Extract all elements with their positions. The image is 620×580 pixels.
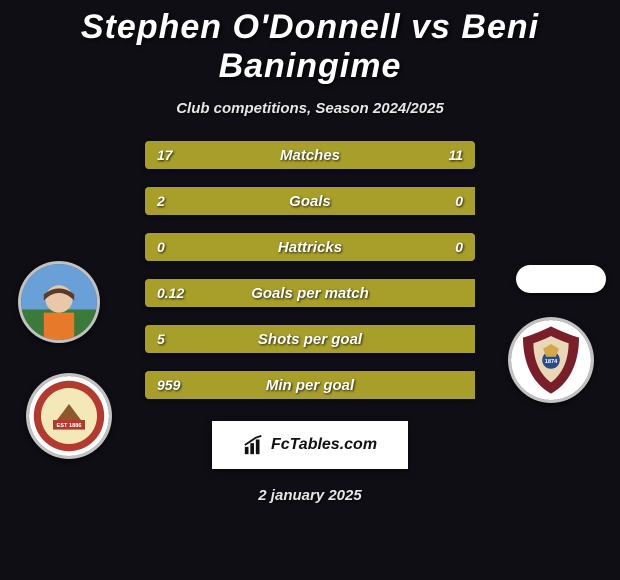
stat-value-right: 11: [448, 147, 463, 163]
stat-label: Min per goal: [266, 377, 354, 394]
stat-label: Goals per match: [251, 285, 369, 302]
subtitle: Club competitions, Season 2024/2025: [0, 100, 620, 117]
stat-row: 5 Shots per goal: [145, 325, 475, 353]
player-left-crest: EST 1886: [26, 373, 112, 459]
stat-row: 0.12 Goals per match: [145, 279, 475, 307]
stat-row: 959 Min per goal: [145, 371, 475, 399]
stat-label: Goals: [289, 193, 331, 210]
player-right-photo: [516, 265, 606, 293]
brand-chart-icon: [243, 434, 265, 456]
stat-row: 2 Goals 0: [145, 187, 475, 215]
comparison-stage: EST 1886 1874 17 Matches 11 2 Goals 0: [0, 141, 620, 504]
stat-row: 17 Matches 11: [145, 141, 475, 169]
stat-label: Shots per goal: [258, 331, 362, 348]
brand-text: FcTables.com: [271, 436, 377, 454]
player-right-crest: 1874: [508, 317, 594, 403]
stat-value-left: 5: [157, 331, 165, 347]
stat-row: 0 Hattricks 0: [145, 233, 475, 261]
date-text: 2 january 2025: [0, 487, 620, 504]
svg-text:EST 1886: EST 1886: [57, 423, 82, 429]
page-title: Stephen O'Donnell vs Beni Baningime: [0, 0, 620, 86]
stat-value-left: 0.12: [157, 285, 184, 301]
stat-label: Matches: [280, 147, 340, 164]
brand-box[interactable]: FcTables.com: [212, 421, 408, 469]
stat-bars: 17 Matches 11 2 Goals 0 0 Hattricks 0 0.…: [145, 141, 475, 399]
stat-value-right: 0: [455, 239, 463, 255]
stat-label: Hattricks: [278, 239, 342, 256]
stat-value-left: 959: [157, 377, 180, 393]
player-left-photo: [18, 261, 100, 343]
stat-value-right: 0: [455, 193, 463, 209]
svg-text:1874: 1874: [545, 359, 558, 365]
stat-value-left: 2: [157, 193, 165, 209]
stat-value-left: 0: [157, 239, 165, 255]
stat-value-left: 17: [157, 147, 173, 163]
